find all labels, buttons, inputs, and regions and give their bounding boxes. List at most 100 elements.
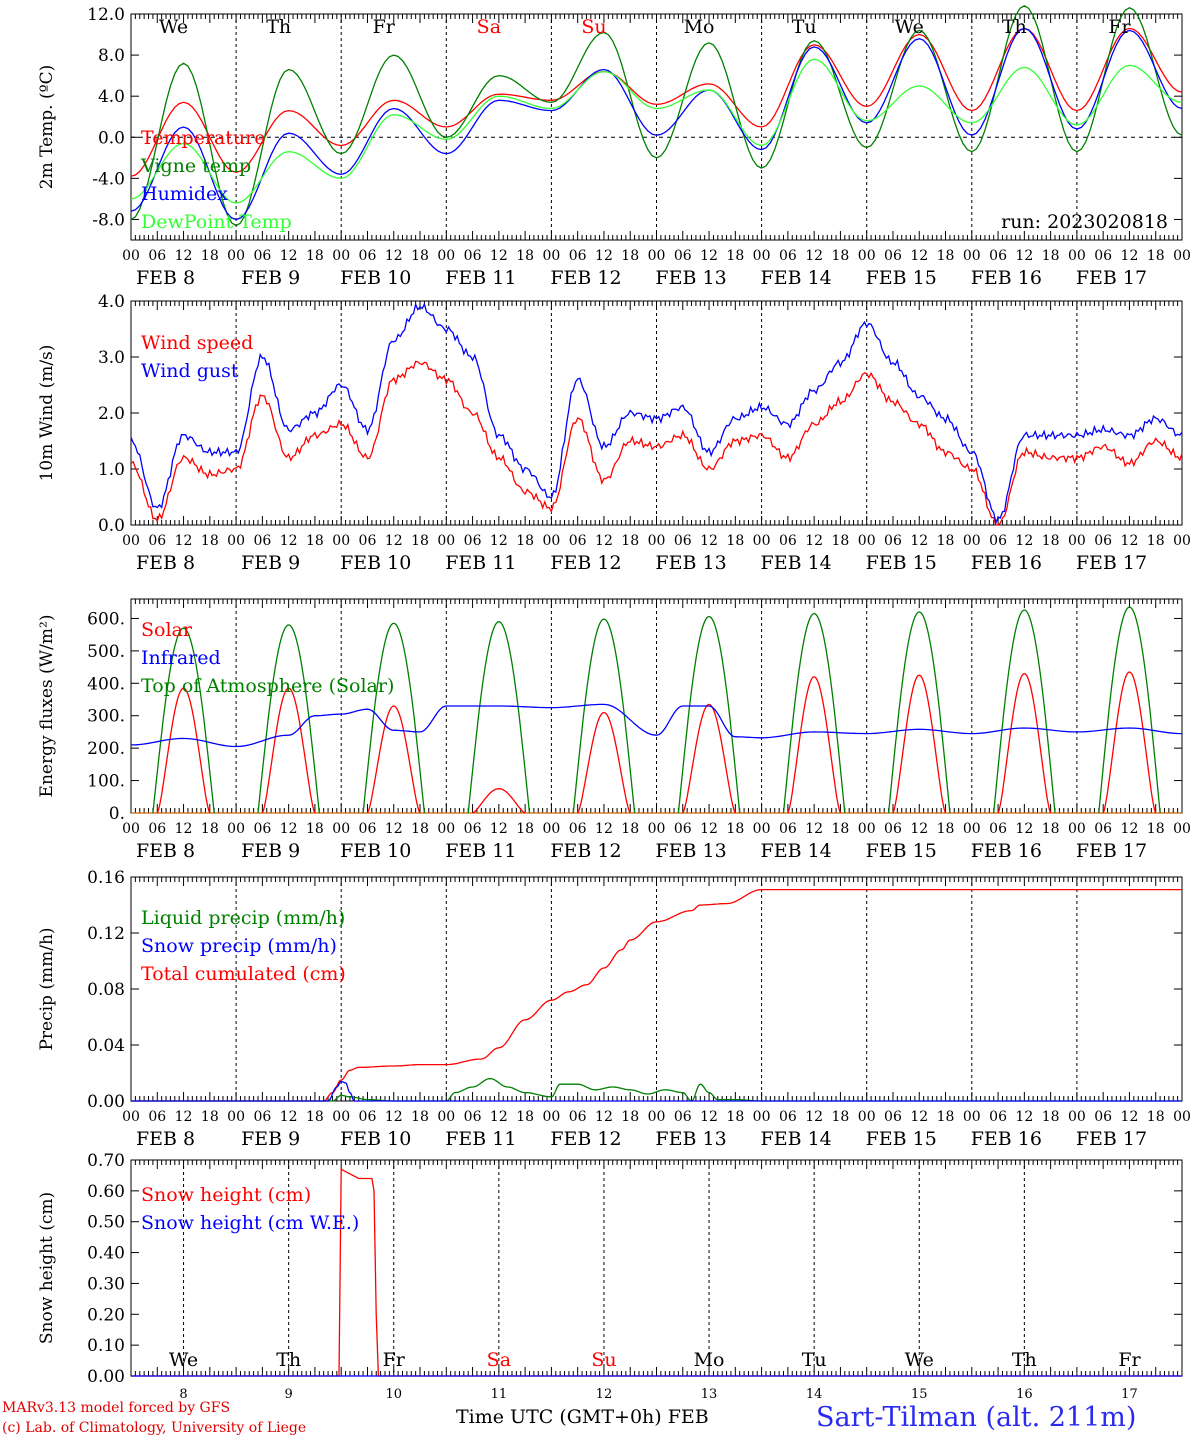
y-tick-label: 2.0	[98, 404, 125, 424]
hour-tick-label: 06	[1094, 248, 1112, 264]
legend-entry: Total cumulated (cm)	[141, 963, 346, 985]
date-label: FEB 13	[655, 1128, 726, 1150]
series-snow-height-cm-	[131, 1168, 1182, 1377]
panel-4: 0.70 0.60 0.50 0.40 0.30 0.20 0.10 0.00 Snow hei…	[37, 1151, 1183, 1402]
hour-tick-label: 12	[805, 1109, 823, 1125]
y-tick-label: 600.	[87, 609, 125, 629]
legend-entry: Snow precip (mm/h)	[141, 935, 337, 957]
hour-tick-label: 18	[726, 533, 744, 549]
weekday-label: Sa	[477, 16, 501, 38]
hour-tick-label: 00	[1068, 248, 1086, 264]
hour-tick-label: 18	[937, 248, 955, 264]
hour-tick-label: 00	[332, 821, 350, 837]
hour-tick-label: 12	[385, 248, 403, 264]
y-tick-label: 0.0	[98, 128, 125, 148]
solar-curve	[892, 674, 947, 814]
solar-curve	[577, 711, 631, 814]
hour-tick-label: 00	[437, 1109, 455, 1125]
hour-tick-label: 06	[1094, 821, 1112, 837]
toa-solar-curve	[677, 615, 741, 814]
hour-tick-label: 00	[227, 821, 245, 837]
hour-tick-label: 18	[516, 533, 534, 549]
day-number-label: 8	[179, 1387, 187, 1402]
hour-tick-label: 00	[648, 248, 666, 264]
date-label: FEB 8	[136, 267, 195, 289]
y-axis-label: Snow height (cm)	[37, 1192, 57, 1344]
y-tick-label: 8.0	[98, 46, 125, 66]
weekday-label: Th	[1012, 1349, 1037, 1371]
hour-tick-label: 06	[884, 533, 902, 549]
date-label: FEB 10	[340, 840, 411, 862]
day-number-label: 11	[491, 1387, 508, 1402]
weekday-label: Mo	[694, 1349, 725, 1371]
hour-tick-label: 06	[674, 248, 692, 264]
hour-tick-label: 12	[910, 533, 928, 549]
solar-curve	[366, 705, 421, 814]
hour-tick-label: 06	[359, 248, 377, 264]
hour-tick-label: 12	[385, 821, 403, 837]
hour-tick-label: 12	[910, 1109, 928, 1125]
hour-tick-label: 00	[753, 248, 771, 264]
date-label: FEB 11	[445, 1128, 516, 1150]
day-number-label: 16	[1016, 1387, 1033, 1402]
hour-tick-label: 18	[306, 1109, 324, 1125]
hour-tick-label: 18	[306, 533, 324, 549]
hour-tick-label: 00	[858, 533, 876, 549]
date-label: FEB 16	[971, 552, 1042, 574]
x-axis-title: Time UTC (GMT+0h) FEB	[456, 1406, 709, 1428]
hour-tick-label: 12	[280, 1109, 298, 1125]
weekday-label: Th	[266, 16, 291, 38]
hour-tick-label: 18	[1042, 248, 1060, 264]
hour-tick-label: 06	[148, 248, 166, 264]
hour-tick-label: 00	[858, 248, 876, 264]
date-label: FEB 14	[761, 267, 832, 289]
hour-tick-label: 18	[201, 1109, 219, 1125]
weekday-label: Th	[1002, 16, 1027, 38]
hour-tick-label: 18	[726, 821, 744, 837]
series-snow-precip-mm-h-	[131, 1080, 1182, 1102]
date-label: FEB 12	[550, 1128, 621, 1150]
hour-tick-label: 06	[989, 1109, 1007, 1125]
hour-tick-label: 00	[332, 1109, 350, 1125]
hour-tick-label: 06	[779, 1109, 797, 1125]
hour-tick-label: 06	[464, 533, 482, 549]
day-number-label: 12	[596, 1387, 613, 1402]
hour-tick-label: 12	[385, 533, 403, 549]
run-annotation: run: 2023020818	[1001, 211, 1168, 233]
hour-tick-label: 06	[989, 821, 1007, 837]
hour-tick-label: 00	[122, 533, 140, 549]
y-tick-label: 12.0	[87, 5, 125, 25]
weekday-label: We	[905, 1349, 934, 1371]
hour-tick-label: 12	[595, 533, 613, 549]
day-number-label: 13	[701, 1387, 718, 1402]
hour-tick-label: 12	[1015, 533, 1033, 549]
hour-tick-label: 18	[937, 821, 955, 837]
hour-tick-label: 00	[648, 1109, 666, 1125]
hour-tick-label: 06	[464, 821, 482, 837]
date-label: FEB 15	[866, 552, 937, 574]
weekday-label: Fr	[373, 16, 396, 38]
date-label: FEB 17	[1076, 552, 1147, 574]
hour-tick-label: 18	[1042, 533, 1060, 549]
hour-tick-label: 18	[621, 1109, 639, 1125]
hour-tick-label: 12	[700, 248, 718, 264]
series-wind-gust	[130, 302, 1183, 525]
hour-tick-label: 18	[1147, 821, 1165, 837]
toa-solar-curve	[257, 624, 320, 814]
hour-tick-label: 12	[700, 533, 718, 549]
infrared-curve	[130, 703, 1183, 748]
y-axis-label: Energy fluxes (W/m²)	[37, 615, 57, 798]
hour-tick-label: 18	[621, 248, 639, 264]
date-label: FEB 12	[550, 552, 621, 574]
date-label: FEB 16	[971, 840, 1042, 862]
day-number-label: 9	[285, 1387, 293, 1402]
hour-tick-label: 12	[490, 248, 508, 264]
date-label: FEB 16	[971, 267, 1042, 289]
hour-tick-label: 18	[411, 248, 429, 264]
y-tick-label: 0.50	[87, 1213, 125, 1233]
hour-tick-label: 12	[1015, 1109, 1033, 1125]
date-label: FEB 14	[761, 552, 832, 574]
y-tick-label: 0.30	[87, 1274, 125, 1294]
hour-tick-label: 06	[569, 1109, 587, 1125]
date-label: FEB 9	[241, 1128, 300, 1150]
